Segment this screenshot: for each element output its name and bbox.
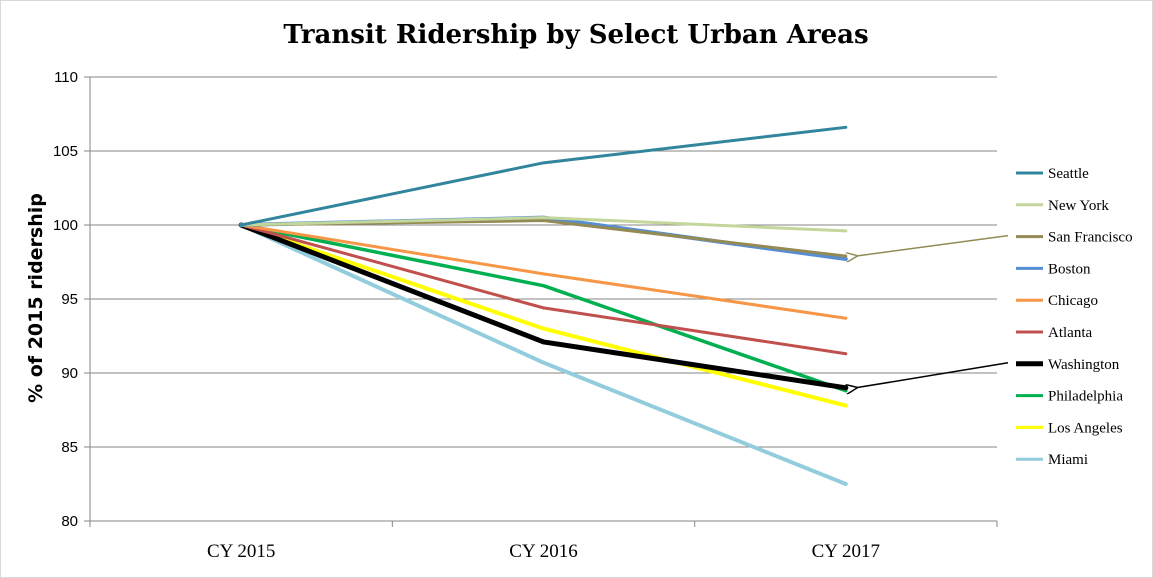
- series-line-miami: [239, 223, 848, 486]
- series-lines: [238, 125, 849, 486]
- x-tick-label: CY 2016: [509, 541, 577, 562]
- annotations: [856, 234, 1009, 388]
- legend-label: Atlanta: [1048, 325, 1092, 341]
- annotation-arrow: [856, 234, 1009, 256]
- y-tick-label: 100: [53, 217, 78, 234]
- x-tick-label: CY 2017: [812, 541, 880, 562]
- axes: 80 85 90 95 100 105 110 CY 2015 CY 2016 CY 2017: [53, 69, 998, 562]
- y-tick-label: 105: [53, 143, 78, 160]
- legend-label: Los Angeles: [1048, 420, 1123, 436]
- series-line-philadelphia: [239, 223, 848, 393]
- y-tick-label: 85: [61, 439, 78, 456]
- x-tick-label: CY 2015: [207, 541, 275, 562]
- legend-label: Seattle: [1048, 166, 1089, 182]
- y-axis-label: % of 2015 ridership: [25, 193, 47, 403]
- series-line-washington: [238, 222, 849, 391]
- legend-label: San Francisco: [1048, 230, 1133, 246]
- legend-label: New York: [1048, 198, 1109, 214]
- legend: Seattle New York San Francisco Boston Chicag…: [1016, 166, 1133, 468]
- series-line-chicago: [239, 223, 848, 320]
- series-line-los-angeles: [239, 223, 848, 408]
- legend-label: Philadelphia: [1048, 389, 1123, 405]
- series-line-atlanta: [239, 223, 848, 356]
- legend-label: Boston: [1048, 261, 1091, 277]
- legend-label: Miami: [1048, 452, 1088, 468]
- series-line-seattle: [239, 125, 848, 227]
- y-tick-label: 95: [61, 291, 78, 308]
- legend-label: Chicago: [1048, 293, 1098, 309]
- y-tick-label: 110: [54, 69, 78, 86]
- annotation-arrow: [856, 362, 1009, 388]
- y-tick-label: 90: [61, 365, 78, 382]
- y-tick-label: 80: [61, 513, 78, 530]
- series-line-new-york: [239, 216, 848, 233]
- legend-label: Washington: [1048, 357, 1120, 373]
- chart-title: Transit Ridership by Select Urban Areas: [283, 20, 868, 50]
